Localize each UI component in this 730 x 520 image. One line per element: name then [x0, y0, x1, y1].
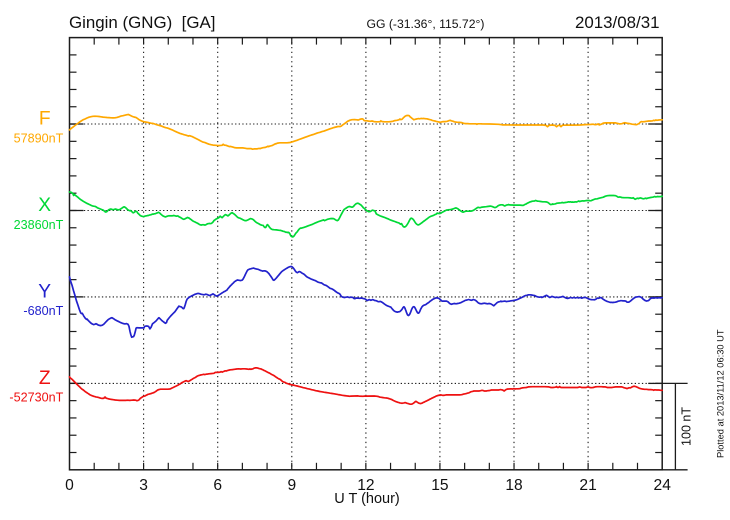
svg-text:21: 21 — [579, 477, 596, 494]
svg-text:-680nT: -680nT — [23, 304, 63, 318]
svg-text:3: 3 — [139, 477, 148, 494]
svg-text:Gingin (GNG) [GA]: Gingin (GNG) [GA] — [69, 13, 215, 32]
svg-text:100 nT: 100 nT — [680, 407, 694, 446]
svg-text:23860nT: 23860nT — [14, 218, 64, 232]
svg-text:18: 18 — [505, 477, 522, 494]
svg-text:15: 15 — [431, 477, 449, 494]
svg-text:24: 24 — [654, 477, 672, 494]
svg-text:Z: Z — [39, 368, 51, 389]
svg-text:Plotted at 2013/11/12 06:30 UT: Plotted at 2013/11/12 06:30 UT — [716, 329, 726, 458]
svg-text:F: F — [39, 108, 51, 129]
svg-text:0: 0 — [65, 477, 74, 494]
svg-text:57890nT: 57890nT — [14, 131, 64, 145]
svg-text:Y: Y — [38, 281, 51, 302]
svg-text:U T (hour): U T (hour) — [334, 491, 400, 507]
svg-text:GG (-31.36°, 115.72°): GG (-31.36°, 115.72°) — [367, 17, 485, 31]
svg-text:-52730nT: -52730nT — [9, 391, 63, 405]
svg-text:9: 9 — [287, 477, 296, 494]
svg-text:12: 12 — [357, 477, 374, 494]
svg-text:6: 6 — [213, 477, 222, 494]
svg-text:X: X — [38, 195, 51, 216]
svg-text:2013/08/31: 2013/08/31 — [575, 13, 660, 32]
